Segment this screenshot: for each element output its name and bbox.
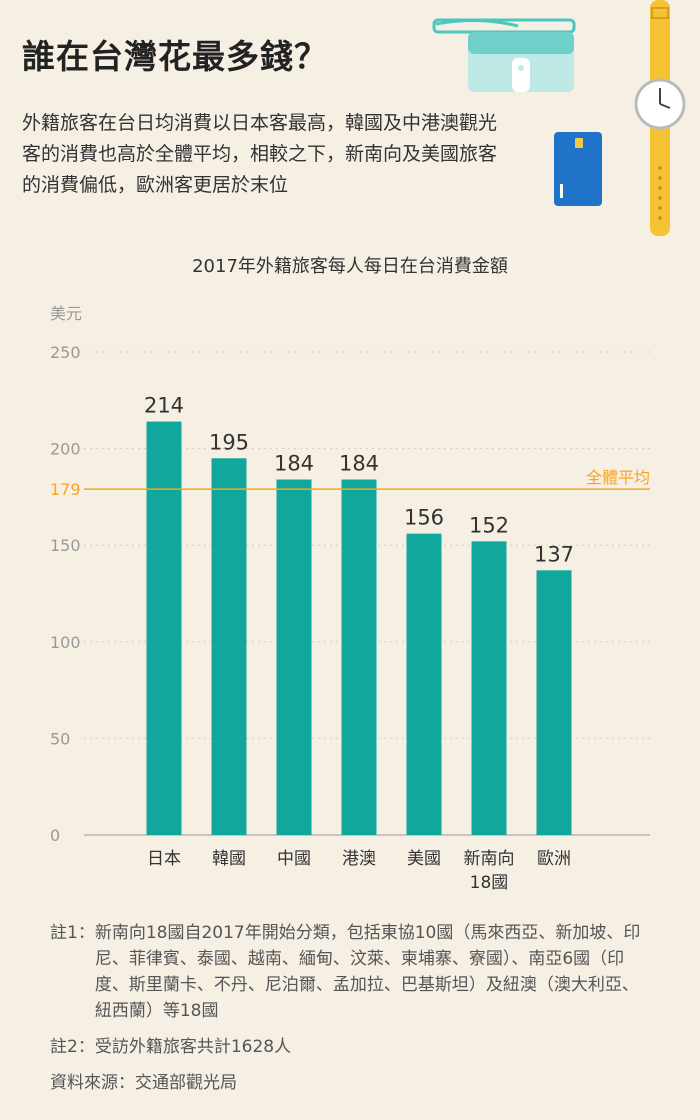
note-2-label: 註2： [50, 1037, 95, 1057]
y-tick-label: 150 [50, 536, 81, 555]
x-tick-label: 日本 [147, 849, 181, 869]
note-2-text: 受訪外籍旅客共計1628人 [94, 1037, 292, 1057]
note-1-label: 註1： [50, 923, 95, 943]
average-tick-label: 179 [50, 480, 81, 499]
bar-value-label: 184 [274, 452, 314, 476]
y-tick-label: 50 [50, 729, 70, 748]
bar [406, 533, 442, 835]
bar [536, 570, 572, 835]
bar [146, 421, 182, 835]
bar-value-label: 152 [469, 513, 509, 537]
x-tick-label: 18國 [470, 873, 509, 893]
page-title: 誰在台灣花最多錢？ [22, 37, 328, 76]
chart-title: 2017年外籍旅客每人每日在台消費金額 [192, 256, 508, 277]
page-subtitle: 外籍旅客在台日均消費以日本客最高，韓國及中港澳觀光客的消費也高於全體平均，相較之… [22, 112, 498, 196]
note-1: 註1： 新南向18國自2017年開始分類，包括東協10國（馬來西亞、新加坡、印尼… [50, 920, 650, 1024]
y-tick-label: 250 [50, 343, 81, 362]
bar-chart: 美元 0 50 100 150 200 250 214 日本 195 韓國 184 中國 184 港澳 156… [50, 304, 650, 893]
source-note: 資料來源：交通部觀光局 [50, 1073, 237, 1093]
bar [276, 479, 312, 835]
note-1-text: 新南向18國自2017年開始分類，包括東協10國（馬來西亞、新加坡、印尼、菲律賓… [94, 923, 641, 1021]
wallet-icon [432, 18, 576, 92]
bar [341, 479, 377, 835]
x-tick-label: 港澳 [342, 849, 376, 869]
y-tick-label: 0 [50, 826, 60, 845]
bar [211, 458, 247, 835]
notes-section: 註1： 新南向18國自2017年開始分類，包括東協10國（馬來西亞、新加坡、印尼… [50, 920, 650, 1096]
bar-value-label: 137 [534, 542, 574, 566]
credit-card-icon [554, 132, 602, 206]
y-tick-label: 200 [50, 440, 81, 459]
bar-value-label: 195 [209, 430, 249, 454]
bar-value-label: 214 [144, 394, 184, 418]
note-2: 註2： 受訪外籍旅客共計1628人 [50, 1034, 650, 1060]
average-line-label: 全體平均 [586, 468, 650, 487]
y-axis-label: 美元 [50, 304, 82, 323]
x-tick-label: 中國 [277, 849, 311, 869]
x-tick-label: 韓國 [212, 849, 246, 869]
bar-value-label: 184 [339, 452, 379, 476]
wristwatch-icon [634, 0, 686, 236]
x-tick-label: 歐洲 [537, 849, 571, 869]
bar [471, 541, 507, 835]
y-tick-label: 100 [50, 633, 81, 652]
x-tick-label: 美國 [407, 849, 441, 869]
x-tick-label: 新南向 [464, 849, 515, 869]
bar-value-label: 156 [404, 506, 444, 530]
